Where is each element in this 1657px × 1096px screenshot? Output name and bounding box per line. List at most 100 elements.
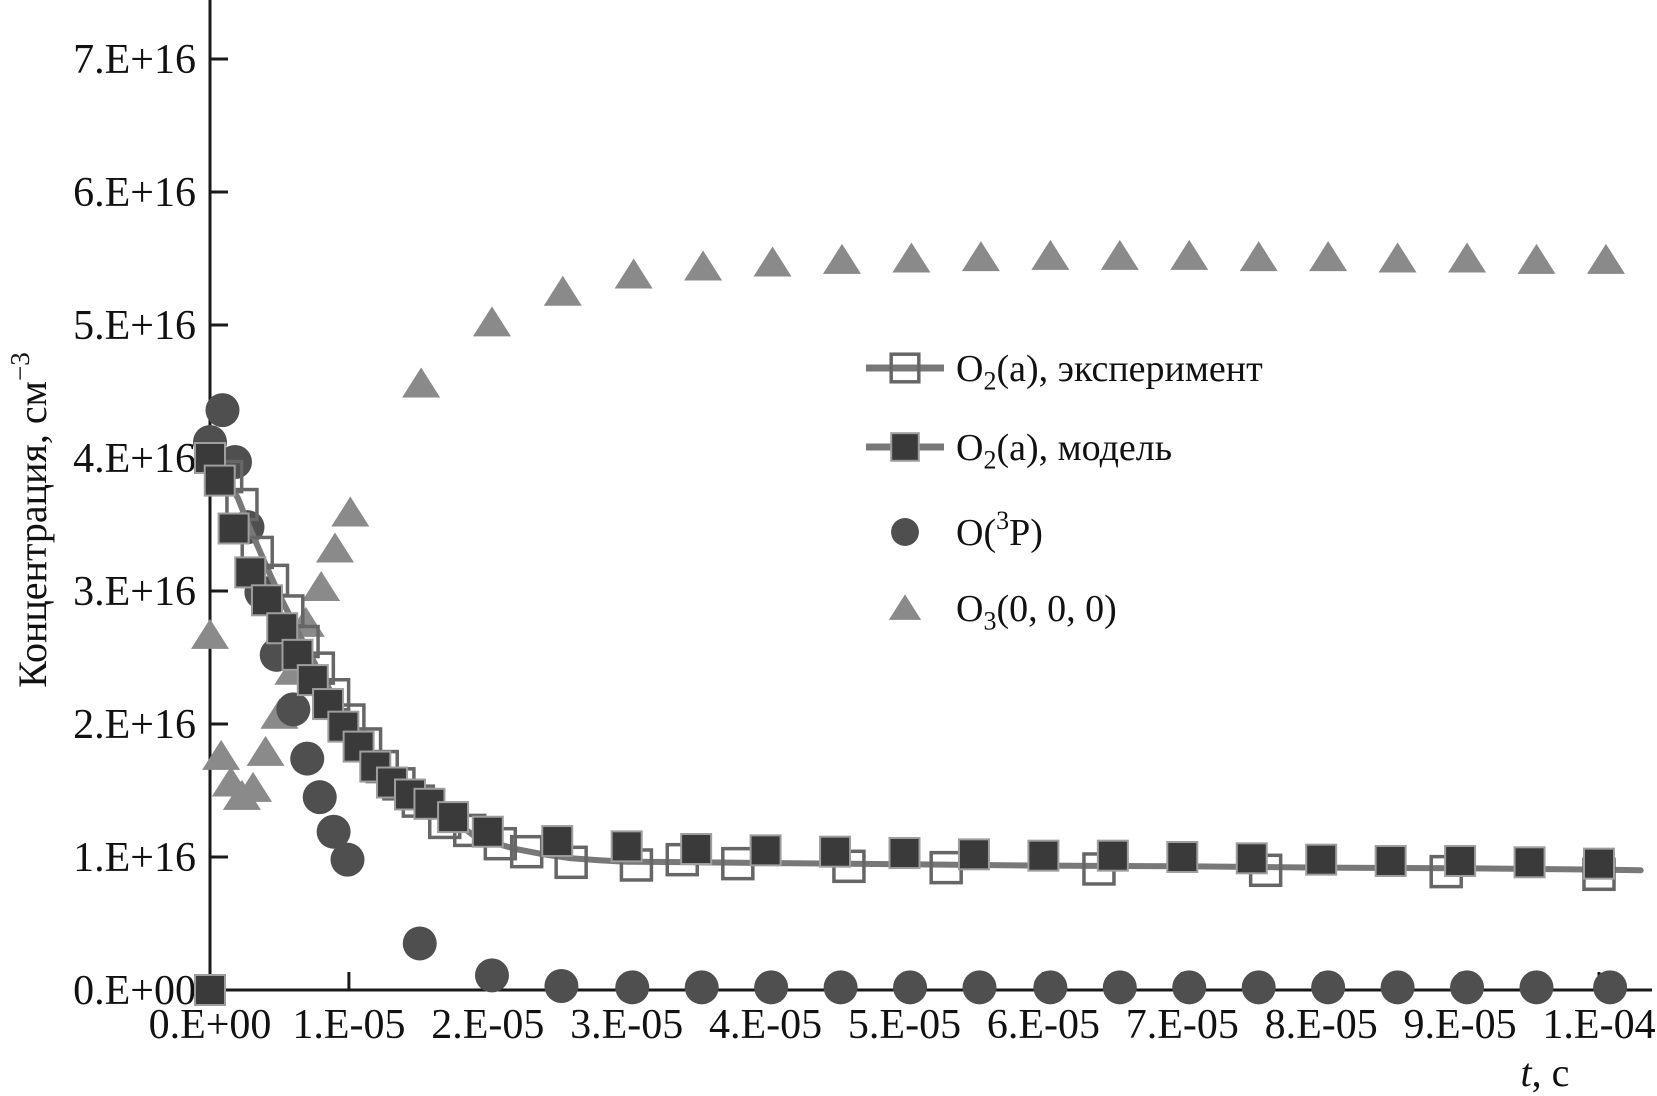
label-segment: 1.E-04	[1542, 1002, 1655, 1048]
x-tick-label: 6.E-05	[987, 1002, 1100, 1048]
marker-o3p	[684, 970, 719, 1005]
marker-o3	[1586, 243, 1625, 274]
marker-o3p	[544, 969, 579, 1004]
label-segment: (a), модель	[996, 427, 1172, 469]
label-segment: 5.E+16	[73, 303, 196, 349]
y-tick-label: 4.E+16	[73, 436, 196, 482]
marker-o3p	[402, 926, 437, 961]
marker-o3p	[290, 741, 325, 776]
marker-o2-model	[1583, 847, 1615, 880]
marker-o3p	[754, 970, 789, 1005]
marker-o2-model	[541, 825, 574, 858]
marker-o3	[316, 532, 355, 563]
marker-o3	[1100, 239, 1139, 270]
marker-o3p	[962, 970, 997, 1005]
marker-o2-model	[610, 830, 643, 863]
label-segment: 2	[983, 445, 996, 474]
label-segment: P)	[1009, 512, 1043, 554]
label-segment: 6.E-05	[987, 1002, 1100, 1048]
marker-o3	[1309, 241, 1348, 272]
label-segment: 0.E+00	[149, 1002, 272, 1048]
marker-o3	[614, 258, 653, 289]
marker-o2-model	[1374, 844, 1407, 877]
y-tick-label: 1.E+16	[73, 835, 196, 881]
marker-o3p	[474, 958, 509, 993]
legend-marker-o2_experiment	[889, 352, 921, 384]
marker-o2-model	[1513, 846, 1546, 879]
y-tick-label: 7.E+16	[73, 37, 196, 83]
marker-o3p	[330, 842, 365, 877]
marker-o3	[402, 367, 441, 398]
label-segment: , с	[1532, 1050, 1570, 1095]
y-tick-label: 6.E+16	[73, 170, 196, 216]
x-tick-label: 0.E+00	[149, 1002, 272, 1048]
marker-o3p	[1102, 970, 1137, 1005]
label-segment: O(	[956, 512, 996, 554]
marker-o3	[892, 242, 931, 273]
legend-label-o2_model: O2(a), модель	[956, 427, 1172, 474]
marker-o2-model	[203, 464, 236, 497]
marker-o3p	[276, 692, 311, 727]
marker-o2-model	[234, 556, 267, 589]
marker-o2-model	[819, 835, 852, 868]
label-segment: 3.E-05	[570, 1002, 683, 1048]
x-tick-label: 5.E-05	[848, 1002, 961, 1048]
marker-o3p	[1519, 970, 1554, 1005]
x-tick-label: 3.E-05	[570, 1002, 683, 1048]
marker-o3	[302, 571, 341, 602]
marker-o3p	[205, 393, 240, 428]
label-segment: 9.E-05	[1404, 1002, 1517, 1048]
x-tick-label: 7.E-05	[1126, 1002, 1239, 1048]
marker-o2-model	[680, 833, 713, 866]
marker-o3	[1170, 239, 1209, 270]
label-segment: 2	[983, 366, 996, 395]
legend-label-o3_000: O3(0, 0, 0)	[956, 588, 1117, 635]
label-segment: (a), эксперимент	[996, 348, 1263, 390]
marker-o3	[246, 735, 285, 766]
label-segment: (0, 0, 0)	[996, 588, 1116, 630]
label-segment: 5.E-05	[848, 1002, 961, 1048]
label-segment: t	[1521, 1050, 1533, 1095]
y-tick-label: 2.E+16	[73, 702, 196, 748]
marker-o3	[472, 306, 511, 337]
label-segment: 3	[983, 606, 996, 635]
marker-o3	[1031, 239, 1070, 270]
marker-o2-model	[471, 815, 504, 848]
marker-o3	[331, 496, 370, 527]
label-segment: 7.E+16	[73, 37, 196, 83]
y-tick-label: 5.E+16	[73, 303, 196, 349]
y-axis-title: Концентрация, см−3	[5, 352, 55, 687]
marker-o3	[1378, 242, 1417, 273]
marker-o2-model	[1027, 839, 1060, 872]
x-tick-label: 4.E-05	[709, 1002, 822, 1048]
marker-o2-model	[1166, 841, 1199, 873]
y-tick-label: 0.E+00	[73, 968, 196, 1014]
label-segment: 3	[996, 506, 1009, 535]
label-segment: 2.E-05	[431, 1002, 544, 1048]
label-segment: 1.E+16	[73, 835, 196, 881]
legend-marker-o2_model	[890, 432, 920, 462]
marker-o2-model	[250, 584, 283, 617]
label-segment: 2.E+16	[73, 702, 196, 748]
marker-o3	[1448, 242, 1487, 273]
x-tick-label: 1.E-05	[292, 1002, 405, 1048]
marker-o2-model	[1096, 839, 1129, 872]
marker-o2-model	[749, 834, 782, 867]
marker-o3p	[1172, 970, 1207, 1005]
y-tick-label: 3.E+16	[73, 569, 196, 615]
label-segment: −3	[5, 352, 35, 381]
label-segment: 1.E-05	[292, 1002, 405, 1048]
marker-o3p	[1241, 970, 1276, 1005]
x-tick-label: 8.E-05	[1265, 1002, 1378, 1048]
legend-label-o3p: O(3P)	[956, 506, 1043, 554]
marker-o3	[1517, 243, 1556, 274]
marker-o2-model	[437, 801, 470, 834]
label-segment: 8.E-05	[1265, 1002, 1378, 1048]
marker-o3p	[302, 780, 337, 815]
marker-o3	[543, 275, 582, 306]
marker-o3	[684, 250, 723, 281]
label-segment: O	[956, 348, 983, 390]
x-tick-label: 1.E-04	[1542, 1002, 1655, 1048]
